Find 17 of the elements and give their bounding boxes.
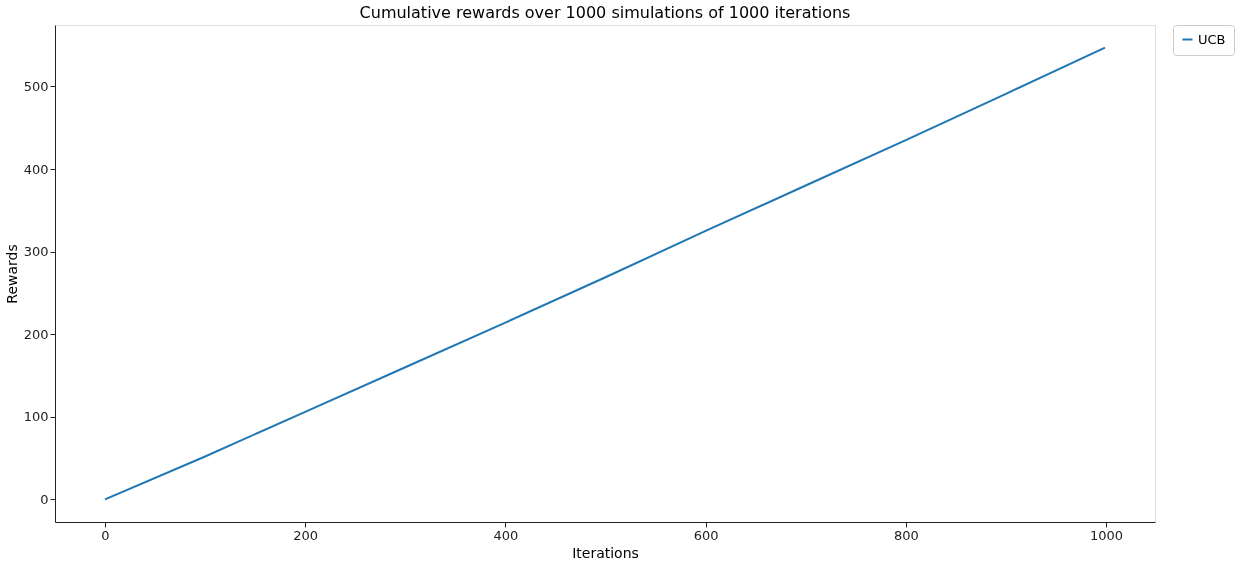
x-tick-label: 600 — [693, 527, 719, 543]
y-tick-label: 200 — [23, 326, 49, 342]
x-tick-label: 400 — [493, 527, 519, 543]
x-tick-label: 200 — [293, 527, 319, 543]
legend-label: UCB — [1198, 31, 1226, 47]
y-tick-label: 500 — [23, 78, 49, 94]
y-tick-label: 400 — [23, 161, 49, 177]
y-axis-title: Rewards — [3, 244, 20, 304]
x-axis-title: Iterations — [572, 544, 639, 561]
chart-title: Cumulative rewards over 1000 simulations of 1000 iterations — [359, 3, 851, 22]
y-tick-label: 100 — [23, 409, 49, 425]
x-tick-label: 1000 — [1089, 527, 1124, 543]
y-tick-label: 300 — [23, 244, 49, 260]
line-series — [104, 46, 1106, 501]
x-tick-label: 0 — [101, 527, 110, 543]
x-tick-label: 800 — [893, 527, 919, 543]
y-tick-label: 0 — [40, 491, 49, 507]
